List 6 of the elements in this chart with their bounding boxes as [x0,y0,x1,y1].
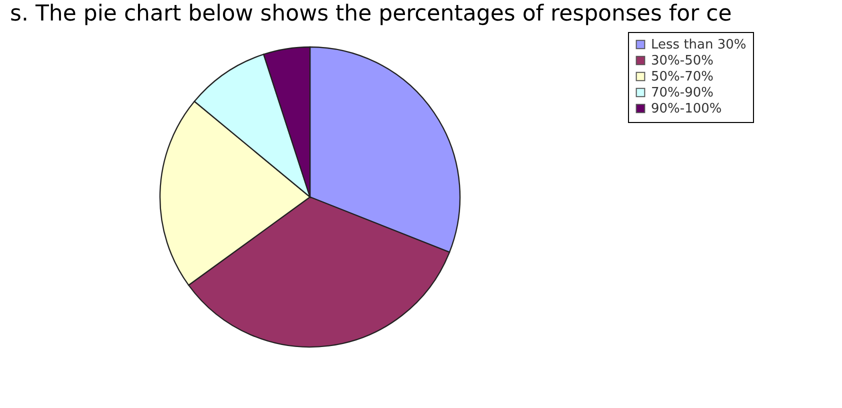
legend-label: 70%-90% [651,86,714,100]
legend-label: 50%-70% [651,70,714,84]
chart-title: s. The pie chart below shows the percentages of responses for ce [10,2,732,26]
legend-label: 90%-100% [651,102,722,116]
legend-label: Less than 30% [651,38,746,52]
legend-label: 30%-50% [651,54,714,68]
